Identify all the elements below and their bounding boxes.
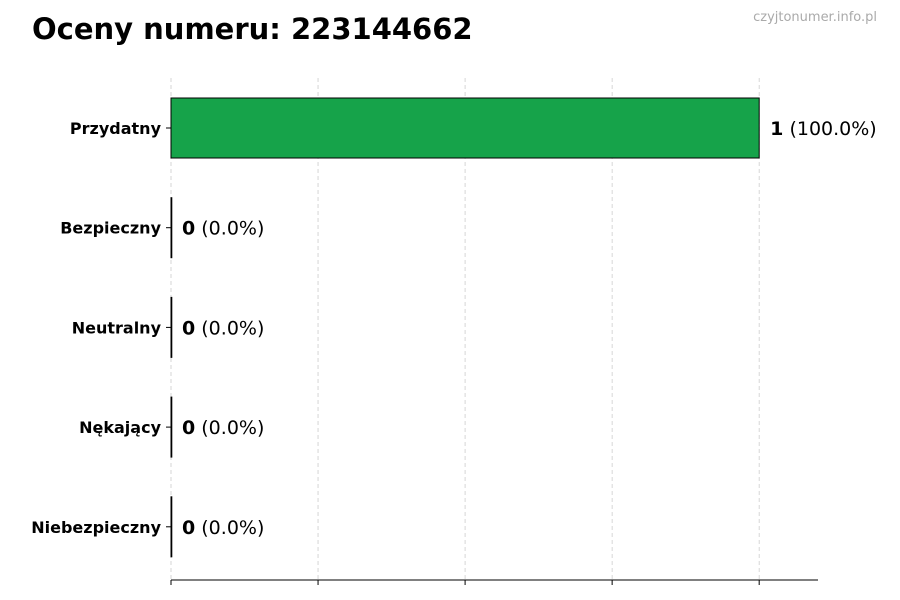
bar-przydatny <box>170 97 760 159</box>
y-tick-label: Bezpieczny <box>60 219 161 238</box>
data-label: 0 (0.0%) <box>182 218 264 240</box>
y-tick-label: Przydatny <box>70 119 162 138</box>
data-label-percent: (0.0%) <box>195 517 264 539</box>
bar-bezpieczny <box>170 197 173 259</box>
y-tick-label: Niebezpieczny <box>31 518 161 537</box>
data-label-percent: (0.0%) <box>195 218 264 240</box>
data-label: 0 (0.0%) <box>182 517 264 539</box>
data-label-count: 0 <box>182 317 195 339</box>
data-label: 0 (0.0%) <box>182 417 264 439</box>
data-label-percent: (0.0%) <box>195 317 264 339</box>
bar-nękający <box>170 396 173 458</box>
bar-niebezpieczny <box>170 496 173 558</box>
data-label-count: 0 <box>182 417 195 439</box>
data-label-count: 0 <box>182 517 195 539</box>
data-label-count: 0 <box>182 218 195 240</box>
bar-neutralny <box>170 296 173 358</box>
data-label-count: 1 <box>770 118 783 140</box>
chart-title: Oceny numeru: 223144662 <box>32 12 473 46</box>
data-label-percent: (0.0%) <box>195 417 264 439</box>
data-label: 1 (100.0%) <box>770 118 877 140</box>
y-tick-label: Nękający <box>79 418 161 437</box>
watermark: czyjtonumer.info.pl <box>753 10 877 25</box>
data-label-percent: (100.0%) <box>783 118 876 140</box>
data-label: 0 (0.0%) <box>182 317 264 339</box>
y-tick-label: Neutralny <box>72 318 162 337</box>
